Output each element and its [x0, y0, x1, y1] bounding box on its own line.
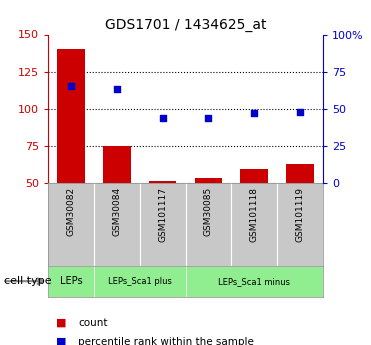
Text: LEPs: LEPs [60, 276, 82, 286]
Bar [240, 169, 268, 257]
Text: ■: ■ [56, 318, 66, 327]
Point [297, 109, 303, 115]
Text: GSM30085: GSM30085 [204, 187, 213, 236]
Point [68, 84, 74, 89]
Bar [103, 146, 131, 257]
Text: GSM30084: GSM30084 [112, 187, 121, 236]
Text: GSM101119: GSM101119 [295, 187, 304, 242]
Text: cell type: cell type [4, 276, 51, 286]
Bar [149, 181, 176, 257]
Bar [48, 266, 94, 297]
Bar [186, 266, 323, 297]
Text: percentile rank within the sample: percentile rank within the sample [78, 337, 254, 345]
Point [206, 115, 211, 120]
Bar [58, 49, 85, 257]
Point [114, 87, 120, 92]
Text: GSM30082: GSM30082 [67, 187, 76, 236]
Text: ■: ■ [56, 337, 66, 345]
Text: LEPs_Sca1 minus: LEPs_Sca1 minus [218, 277, 290, 286]
Title: GDS1701 / 1434625_at: GDS1701 / 1434625_at [105, 18, 266, 32]
Bar [94, 266, 186, 297]
Point [251, 110, 257, 116]
Text: count: count [78, 318, 108, 327]
Text: GSM101117: GSM101117 [158, 187, 167, 242]
Bar [286, 164, 313, 257]
Point [160, 115, 165, 120]
Text: LEPs_Sca1 plus: LEPs_Sca1 plus [108, 277, 172, 286]
Text: GSM101118: GSM101118 [250, 187, 259, 242]
Bar [195, 178, 222, 257]
